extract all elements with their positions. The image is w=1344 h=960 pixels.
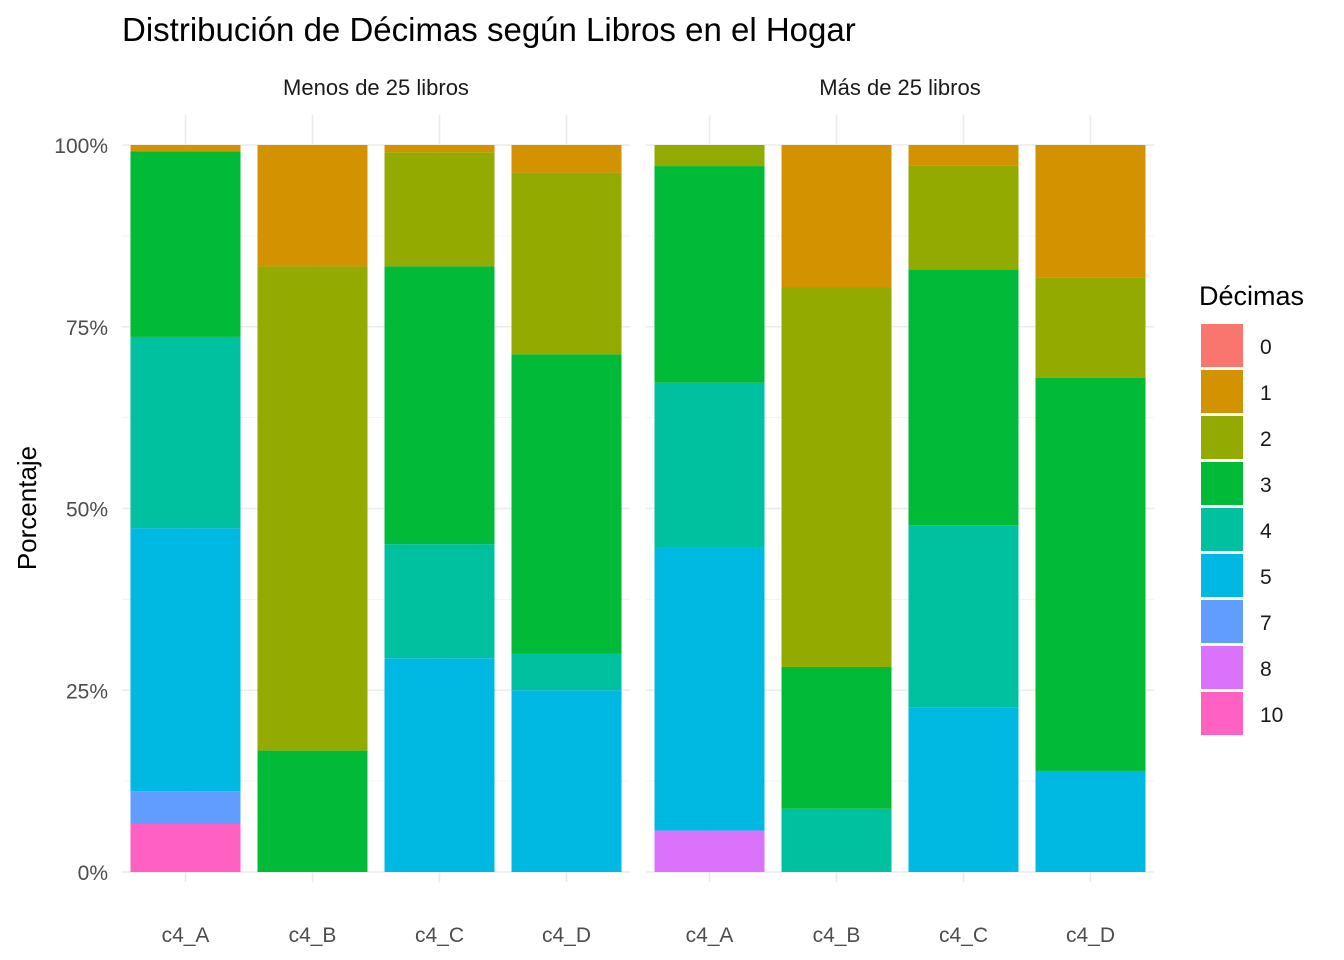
y-tick-label: 0% xyxy=(78,862,108,885)
y-tick-label: 75% xyxy=(66,317,108,340)
bar-segment-c4_A-decima-8 xyxy=(654,830,765,872)
y-tick-label: 100% xyxy=(54,135,108,158)
bar-segment-c4_D-decima-1 xyxy=(511,145,622,173)
bar-segment-c4_C-decima-1 xyxy=(908,145,1019,166)
bar-segment-c4_B-decima-4 xyxy=(781,808,892,872)
bar-segment-c4_B-decima-2 xyxy=(781,287,892,667)
legend-key-swatch xyxy=(1201,646,1243,689)
bar-segment-c4_D-decima-3 xyxy=(511,354,622,654)
x-tick-label: c4_B xyxy=(289,924,337,947)
x-tick-label: c4_D xyxy=(1066,924,1115,947)
bar-segment-c4_C-decima-4 xyxy=(384,544,495,659)
legend-key-swatch xyxy=(1201,416,1243,459)
bar-segment-c4_D-decima-4 xyxy=(511,653,622,691)
legend-key-swatch xyxy=(1201,370,1243,413)
bar-segment-c4_D-decima-2 xyxy=(1035,277,1146,378)
bar-segment-c4_C-decima-2 xyxy=(384,152,495,267)
legend-key-label: 4 xyxy=(1260,520,1272,543)
legend-title: Décimas xyxy=(1199,281,1304,311)
bar-segment-c4_C-decima-5 xyxy=(384,658,495,872)
legend-key-swatch xyxy=(1201,462,1243,505)
legend-key-label: 8 xyxy=(1260,658,1272,681)
bar-segment-c4_D-decima-5 xyxy=(511,690,622,872)
legend-key-swatch xyxy=(1201,508,1243,551)
bars-layer xyxy=(130,145,1146,872)
x-tick-label: c4_A xyxy=(686,924,734,947)
chart-title: Distribución de Décimas según Libros en … xyxy=(122,11,856,48)
bar-segment-c4_B-decima-3 xyxy=(257,750,368,872)
legend-key-swatch xyxy=(1201,324,1243,367)
x-tick-label: c4_C xyxy=(939,924,988,947)
bar-segment-c4_A-decima-10 xyxy=(130,824,241,872)
bar-segment-c4_A-decima-2 xyxy=(654,145,765,167)
bar-segment-c4_A-decima-5 xyxy=(654,547,765,831)
legend-key-swatch xyxy=(1201,554,1243,597)
bar-segment-c4_D-decima-1 xyxy=(1035,145,1146,278)
facet-strip-label: Menos de 25 libros xyxy=(283,75,469,100)
legend-key-label: 5 xyxy=(1260,566,1272,589)
bar-segment-c4_C-decima-4 xyxy=(908,525,1019,708)
bar-segment-c4_C-decima-3 xyxy=(384,266,495,545)
legend: Décimas 0 1 2 3 4 5 7 8 10 xyxy=(1199,281,1304,735)
bar-segment-c4_C-decima-3 xyxy=(908,269,1019,526)
bar-segment-c4_B-decima-1 xyxy=(257,145,368,267)
x-tick-label: c4_C xyxy=(415,924,464,947)
bar-segment-c4_B-decima-3 xyxy=(781,666,892,809)
bar-segment-c4_A-decima-3 xyxy=(130,151,241,337)
bar-segment-c4_B-decima-2 xyxy=(257,266,368,751)
y-tick-label: 50% xyxy=(66,499,108,522)
legend-key-label: 1 xyxy=(1260,382,1272,405)
legend-key-label: 7 xyxy=(1260,612,1272,635)
legend-key-label: 3 xyxy=(1260,474,1272,497)
bar-segment-c4_A-decima-7 xyxy=(130,791,241,825)
bar-segment-c4_D-decima-2 xyxy=(511,172,622,355)
axis-layer: Menos de 25 libros c4_A c4_B c4_C c4_D Más de… xyxy=(54,75,1115,947)
bar-segment-c4_A-decima-3 xyxy=(654,166,765,383)
x-tick-label: c4_B xyxy=(813,924,861,947)
bar-segment-c4_B-decima-1 xyxy=(781,145,892,288)
bar-segment-c4_A-decima-4 xyxy=(130,336,241,529)
legend-key-label: 0 xyxy=(1260,336,1272,359)
bar-segment-c4_A-decima-4 xyxy=(654,382,765,548)
legend-key-swatch xyxy=(1201,692,1243,735)
bar-segment-c4_A-decima-1 xyxy=(130,145,241,152)
y-axis-label: Porcentaje xyxy=(12,446,42,570)
bar-segment-c4_C-decima-2 xyxy=(908,165,1019,270)
bar-segment-c4_C-decima-1 xyxy=(384,145,495,153)
bar-segment-c4_D-decima-5 xyxy=(1035,770,1146,872)
y-tick-label: 25% xyxy=(66,680,108,703)
bar-segment-c4_C-decima-5 xyxy=(908,707,1019,872)
x-tick-label: c4_A xyxy=(162,924,210,947)
legend-key-label: 10 xyxy=(1260,704,1283,727)
facet-strip-label: Más de 25 libros xyxy=(819,75,980,100)
x-tick-label: c4_D xyxy=(542,924,591,947)
bar-segment-c4_D-decima-3 xyxy=(1035,377,1146,771)
legend-key-label: 2 xyxy=(1260,428,1272,451)
bar-segment-c4_A-decima-5 xyxy=(130,528,241,792)
legend-key-swatch xyxy=(1201,600,1243,643)
